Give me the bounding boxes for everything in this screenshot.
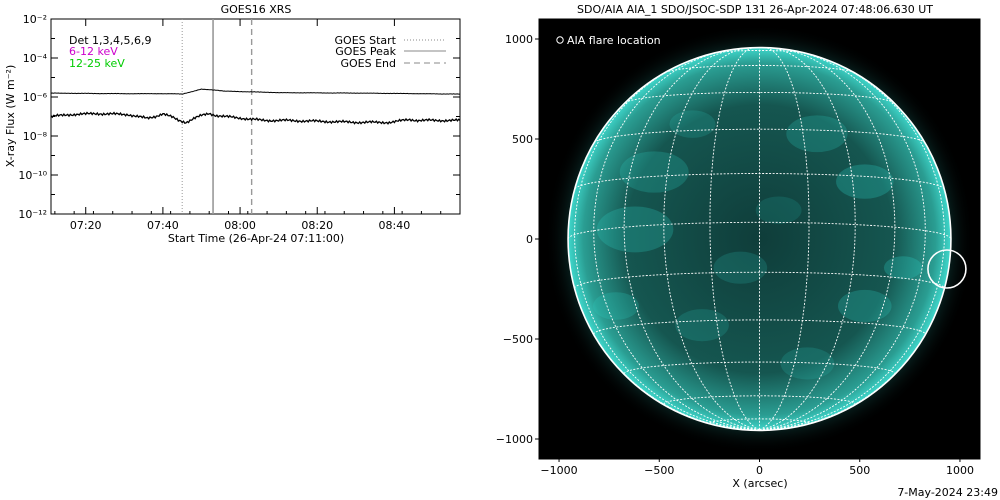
goes-x-tick-label: 08:00: [224, 219, 256, 232]
goes-xrs-chart: GOES16 XRS 10⁻² 10⁻⁴ 10⁻⁶ 10⁻⁸ 10⁻¹⁰ 10⁻¹² 07…: [4, 3, 461, 245]
aia-y-tick-label: −1000: [496, 433, 533, 446]
heliographic-grid: [568, 47, 951, 431]
flare-location-marker: [927, 249, 967, 289]
goes-legend-6-12-kev: 6-12 keV: [69, 45, 118, 58]
goes-x-axis: 07:20 07:40 08:00 08:20 08:40: [54, 19, 442, 232]
active-region-patch: [592, 292, 639, 320]
aia-x-tick-label: 0: [756, 464, 763, 477]
aia-x-tick-label: −1000: [540, 464, 577, 477]
goes-y-tick-label: 10⁻⁶: [23, 91, 48, 104]
goes-legend-12-25-kev: 12-25 keV: [69, 57, 125, 70]
active-region-patch: [675, 309, 729, 342]
active-region-patch: [836, 164, 894, 199]
aia-legend-circle-icon: [556, 36, 564, 44]
goes-legend-end: GOES End: [340, 57, 396, 70]
goes-event-lines: [181, 19, 253, 214]
grid-longitude-line: [623, 48, 760, 431]
goes-legend-peak: GOES Peak: [335, 45, 396, 58]
grid-longitude-line: [663, 47, 760, 431]
goes-legend-start: GOES Start: [335, 34, 397, 47]
grid-latitude-line: [593, 319, 926, 335]
goes-series-lines: [50, 88, 461, 125]
active-region-patch: [713, 251, 768, 284]
active-region-patch: [837, 289, 892, 323]
goes-x-tick-label: 07:40: [147, 219, 179, 232]
goes-y-tick-label: 10⁻¹²: [18, 208, 47, 221]
active-region-patch: [596, 206, 674, 253]
aia-y-tick-label: 0: [526, 233, 533, 246]
grid-longitude-line: [759, 47, 856, 431]
solar-limb-outline: [567, 46, 952, 432]
goes-y-axis: 10⁻² 10⁻⁴ 10⁻⁶ 10⁻⁸ 10⁻¹⁰ 10⁻¹²: [18, 13, 460, 221]
goes-x-axis-label: Start Time (26-Apr-24 07:11:00): [168, 232, 344, 245]
goes-detectors-label: Det 1,3,4,5,6,9: [69, 34, 152, 47]
goes-series-line-low: [50, 88, 460, 95]
goes-y-axis-label: X-ray Flux (W m⁻²): [4, 65, 17, 167]
goes-series-line-high: [50, 111, 461, 125]
active-region-patch: [786, 115, 848, 153]
active-region-patch: [780, 347, 835, 380]
aia-y-tick-label: −500: [503, 333, 533, 346]
goes-x-tick-label: 08:40: [379, 219, 411, 232]
aia-x-tick-label: 1000: [946, 464, 974, 477]
aia-x-tick-label: 500: [849, 464, 870, 477]
active-region-patch: [883, 256, 923, 280]
aia-image-chart: SDO/AIA AIA_1 SDO/JSOC-SDP 131 26-Apr-20…: [496, 3, 981, 490]
active-region-patch: [755, 196, 802, 225]
goes-y-tick-label: 10⁻⁸: [23, 130, 48, 143]
goes-x-tick-label: 07:20: [70, 219, 102, 232]
aia-legend-label: AIA flare location: [567, 34, 661, 47]
goes-x-tick-label: 08:20: [301, 219, 333, 232]
aia-y-tick-label: 1000: [505, 33, 533, 46]
aia-chart-title: SDO/AIA AIA_1 SDO/JSOC-SDP 131 26-Apr-20…: [577, 3, 933, 16]
footer-timestamp: 7-May-2024 23:49: [897, 486, 998, 499]
aia-x-axis: −1000 −500 0 500 1000: [540, 452, 974, 477]
active-region-patch: [669, 110, 716, 138]
goes-y-tick-label: 10⁻¹⁰: [18, 169, 47, 182]
active-region-patch: [619, 151, 689, 193]
aia-x-axis-label: X (arcsec): [732, 477, 787, 490]
aia-y-axis: 1000 500 0 −500 −1000: [496, 33, 539, 446]
goes-chart-title: GOES16 XRS: [221, 3, 292, 16]
grid-latitude-line: [593, 128, 926, 144]
goes-y-tick-label: 10⁻²: [23, 13, 47, 26]
aia-y-tick-label: 500: [512, 133, 533, 146]
grid-longitude-line: [759, 48, 896, 431]
aia-x-tick-label: −500: [644, 464, 674, 477]
goes-y-tick-label: 10⁻⁴: [23, 52, 48, 65]
active-region-patches: [592, 110, 923, 380]
